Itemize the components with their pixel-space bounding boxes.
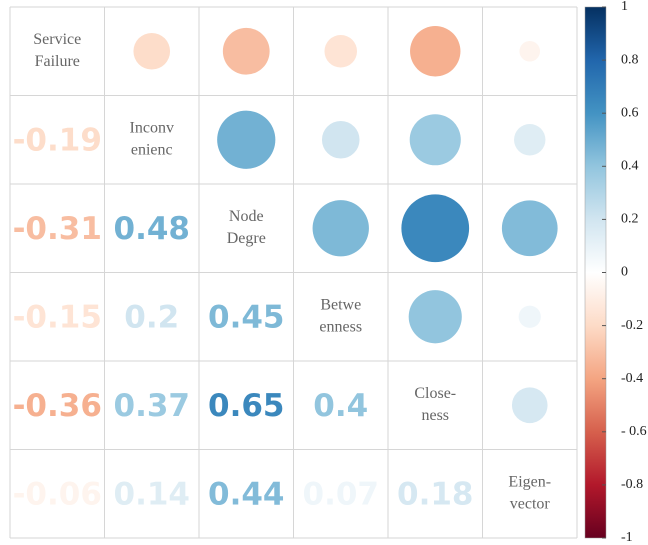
variable-label: enienc xyxy=(131,141,173,158)
correlation-circle xyxy=(312,200,369,257)
variable-label: Eigen- xyxy=(508,473,551,490)
colorbar-tick-label: 0 xyxy=(621,265,628,280)
colorbar-tick-label: 1 xyxy=(621,0,628,14)
variable-label: Degre xyxy=(227,230,266,247)
correlation-circle xyxy=(410,26,461,77)
correlation-value: 0.14 xyxy=(114,476,191,512)
variable-label: enness xyxy=(319,318,362,335)
correlation-value: 0.48 xyxy=(114,211,191,247)
variable-label: Failure xyxy=(35,53,80,70)
colorbar-tick-label: -0.8 xyxy=(621,477,643,492)
correlation-circle xyxy=(217,110,276,169)
correlation-circle xyxy=(321,120,360,159)
correlation-value: 0.37 xyxy=(114,388,191,424)
variable-label: ness xyxy=(421,407,449,424)
variable-label: Betwe xyxy=(320,296,361,313)
correlation-circle xyxy=(514,124,546,156)
correlation-value: 0.18 xyxy=(397,476,474,512)
colorbar-tick-label: -1 xyxy=(621,530,633,545)
variable-label: Service xyxy=(33,31,81,48)
correlation-circle xyxy=(401,194,470,263)
correlation-value: 0.2 xyxy=(124,299,179,335)
colorbar-tick-label: 0.4 xyxy=(621,159,639,174)
variable-label: Node xyxy=(229,208,264,225)
correlation-circle xyxy=(222,27,270,75)
correlation-circle xyxy=(518,305,541,328)
colorbar-tick-label: 0.8 xyxy=(621,52,639,67)
colorbar-tick-label: 0.2 xyxy=(621,212,639,227)
colorbar-tick-label: 0.6 xyxy=(621,105,639,120)
correlation-value: -0.31 xyxy=(13,211,102,247)
correlation-circle xyxy=(501,200,558,257)
colorbar-tick-label: -0.2 xyxy=(621,318,643,333)
colorbar-tick-label: -0.4 xyxy=(621,371,643,386)
variable-label: Inconv xyxy=(130,119,174,136)
correlation-circle xyxy=(511,387,548,424)
correlation-value: 0.07 xyxy=(303,476,380,512)
variable-label: vector xyxy=(510,495,551,512)
correlation-value: -0.36 xyxy=(13,388,102,424)
correlation-value: -0.19 xyxy=(13,122,102,158)
correlation-circle xyxy=(409,114,461,166)
correlation-value: -0.15 xyxy=(13,299,102,335)
correlation-circle xyxy=(133,32,171,70)
correlation-circle xyxy=(408,290,462,344)
correlation-circle xyxy=(519,40,541,62)
correlation-value: 0.4 xyxy=(313,388,368,424)
correlation-value: 0.65 xyxy=(208,388,285,424)
variable-label: Close- xyxy=(414,385,456,402)
correlation-value: 0.44 xyxy=(208,476,285,512)
correlation-value: 0.45 xyxy=(208,299,285,335)
colorbar-tick-label: - 0.6 xyxy=(621,424,647,439)
correlation-value: -0.06 xyxy=(13,476,102,512)
correlation-circle xyxy=(324,34,358,68)
